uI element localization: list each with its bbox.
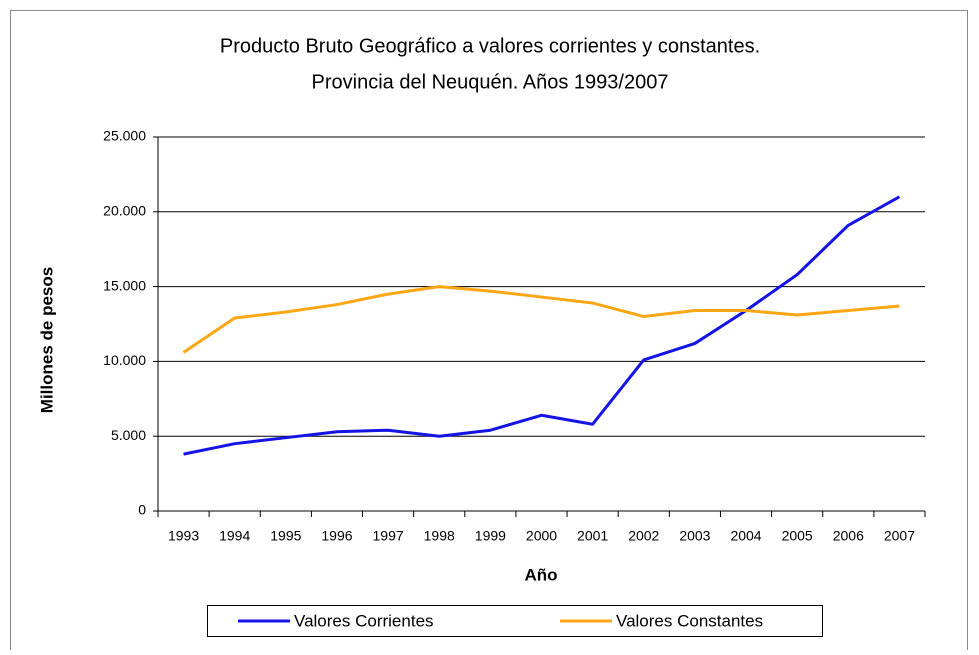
- legend-label: Valores Corrientes: [294, 611, 434, 630]
- x-tick-label: 2007: [884, 528, 915, 544]
- x-tick-label: 2001: [577, 528, 608, 544]
- x-tick-label: 2000: [526, 528, 557, 544]
- x-tick-label: 2003: [679, 528, 710, 544]
- x-tick-label: 1996: [321, 528, 352, 544]
- legend-box: [207, 605, 823, 637]
- x-tick-label: 2004: [730, 528, 761, 544]
- x-tick-label: 1997: [373, 528, 404, 544]
- y-tick-label: 5.000: [111, 427, 146, 443]
- legend-label: Valores Constantes: [616, 611, 763, 630]
- x-axis-title: Año: [524, 565, 557, 584]
- x-tick-label: 1998: [424, 528, 455, 544]
- x-tick-label: 1993: [168, 528, 199, 544]
- x-tick-label: 1999: [475, 528, 506, 544]
- chart-frame: [10, 10, 968, 655]
- chart-title: Producto Bruto Geográfico a valores corr…: [220, 35, 760, 57]
- x-tick-label: 1994: [219, 528, 250, 544]
- x-tick-label: 2006: [833, 528, 864, 544]
- y-tick-label: 10.000: [103, 352, 146, 368]
- series-line: [183, 195, 901, 456]
- y-tick-label: 15.000: [103, 277, 146, 293]
- x-tick-label: 2002: [628, 528, 659, 544]
- y-tick-label: 25.000: [103, 128, 146, 144]
- x-tick-label: 1995: [270, 528, 301, 544]
- y-tick-label: 20.000: [103, 203, 146, 219]
- chart-title: Provincia del Neuquén. Años 1993/2007: [312, 71, 669, 93]
- x-tick-label: 2005: [782, 528, 813, 544]
- y-axis-title: Millones de pesos: [37, 267, 56, 413]
- y-tick-label: 0: [138, 502, 146, 518]
- series-line: [182, 285, 900, 354]
